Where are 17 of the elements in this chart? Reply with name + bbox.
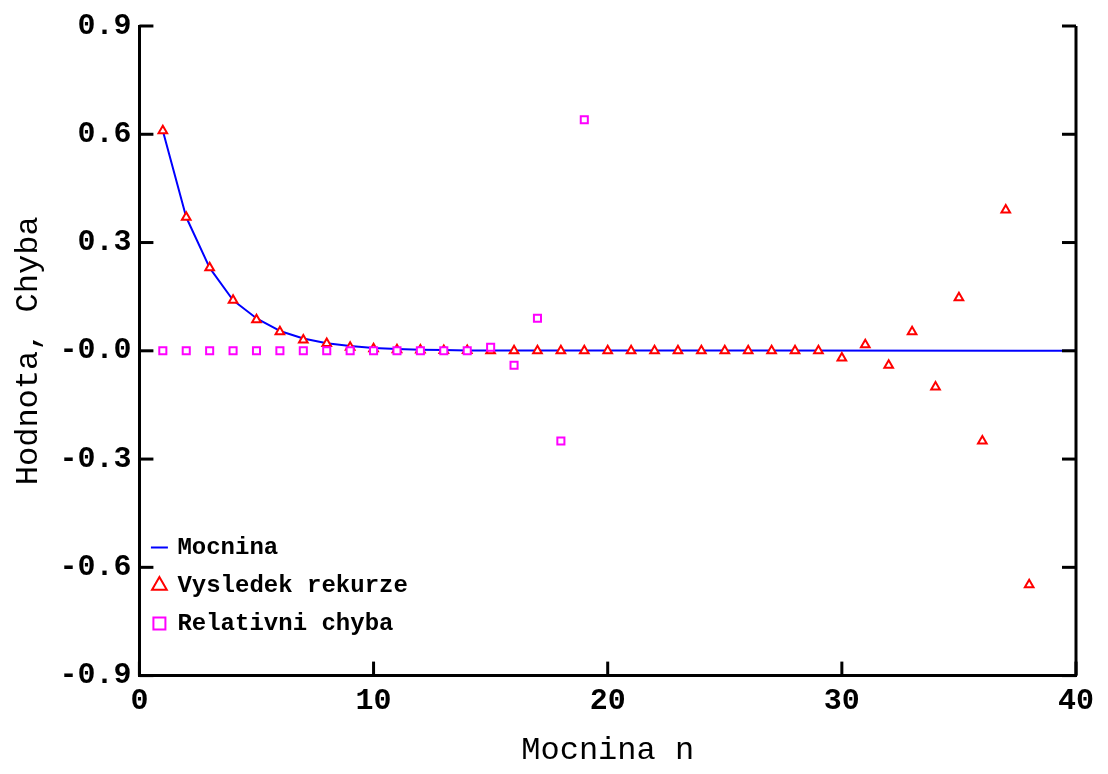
y-tick-label: 0.3 [77, 225, 132, 260]
legend-label: Mocnina [177, 533, 279, 561]
x-tick-label: 10 [355, 684, 392, 719]
y-tick-label: -0.0 [59, 333, 132, 368]
y-tick-label: -0.9 [59, 658, 132, 693]
y-tick-label: 0.9 [77, 8, 132, 43]
x-tick-label: 0 [130, 684, 149, 719]
x-tick-label: 40 [1057, 684, 1095, 719]
y-tick-label: -0.6 [59, 549, 132, 584]
legend-label: Vysledek rekurze [177, 571, 408, 599]
x-axis-title: Mocnina n [521, 732, 695, 770]
x-tick-label: 30 [823, 684, 860, 719]
x-tick-label: 20 [589, 684, 626, 719]
y-tick-label: 0.6 [77, 116, 132, 151]
y-tick-label: -0.3 [59, 441, 132, 476]
y-axis-title: Hodnota, Chyba [9, 216, 47, 486]
legend-label: Relativni chyba [177, 609, 394, 637]
